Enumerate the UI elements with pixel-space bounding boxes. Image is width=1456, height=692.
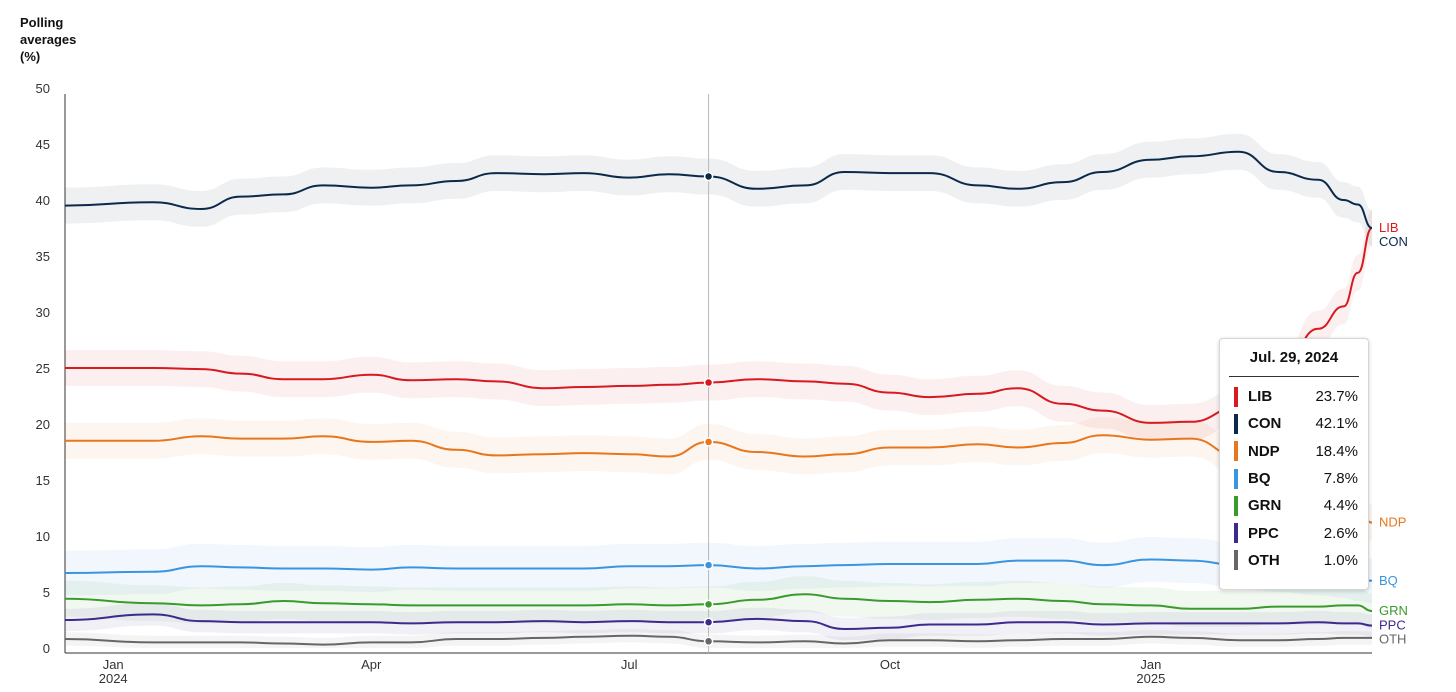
tooltip-swatch	[1234, 550, 1238, 571]
tooltip-row-lib: LIB 23.7%	[1220, 383, 1368, 410]
tooltip-swatch	[1234, 386, 1238, 407]
tooltip-swatch	[1234, 441, 1238, 462]
tooltip-row-oth: OTH 1.0%	[1220, 547, 1368, 574]
hover-points	[703, 171, 714, 647]
hover-dot-con	[703, 171, 714, 182]
tooltip-party: PPC	[1248, 524, 1279, 542]
y-tick-label: 50	[36, 81, 50, 96]
tooltip-value: 4.4%	[1323, 497, 1358, 515]
tooltip-value: 42.1%	[1315, 415, 1358, 433]
y-tick-label: 40	[36, 193, 50, 208]
hover-dot-lib	[703, 377, 714, 388]
y-tick-label: 5	[43, 585, 50, 600]
tooltip-row-bq: BQ 7.8%	[1220, 465, 1368, 492]
line-ppc	[64, 613, 1373, 630]
tooltip-date: Jul. 29, 2024	[1249, 349, 1339, 366]
hover-dot-oth	[703, 636, 714, 647]
band-lib	[65, 210, 1372, 441]
tooltip-row-ndp: NDP 18.4%	[1220, 438, 1368, 465]
hover-tooltip: Jul. 29, 2024 LIB 23.7% CON 42.1% NDP 18.4% BQ…	[1219, 338, 1369, 590]
line-oth	[64, 634, 1372, 646]
tooltip-swatch	[1234, 468, 1238, 489]
y-tick-label: 45	[36, 137, 50, 152]
tooltip-swatch	[1234, 495, 1238, 516]
hover-dot-grn	[703, 599, 714, 610]
confidence-bands	[65, 133, 1372, 648]
tooltip-row-ppc: PPC 2.6%	[1220, 519, 1368, 546]
tooltip-value: 2.6%	[1323, 524, 1358, 542]
end-label-lib: LIB	[1379, 220, 1399, 235]
tooltip-swatch	[1234, 413, 1238, 434]
tooltip-party: NDP	[1248, 442, 1280, 460]
band-ndp	[65, 417, 1372, 541]
tooltip-party: LIB	[1248, 388, 1273, 406]
x-tick-label: Jan	[103, 657, 124, 672]
tooltip-value: 18.4%	[1315, 442, 1358, 460]
end-label-con: CON	[1379, 234, 1408, 249]
y-axis-ticks: 0 5 10 15 20 25 30 35 40 45 50	[36, 81, 50, 656]
tooltip-divider	[1229, 376, 1359, 377]
end-label-ndp: NDP	[1379, 515, 1406, 530]
tooltip-value: 7.8%	[1323, 470, 1358, 488]
tooltip-swatch	[1234, 523, 1238, 544]
x-tick-label: Oct	[880, 657, 901, 672]
x-tick-label: Jan	[1140, 657, 1161, 672]
band-con	[65, 133, 1372, 246]
axes	[64, 94, 1372, 654]
y-tick-label: 10	[36, 529, 50, 544]
tooltip-value: 1.0%	[1323, 551, 1358, 569]
end-label-ppc: PPC	[1379, 618, 1406, 633]
x-tick-sublabel: 2025	[1136, 671, 1165, 686]
line-grn	[64, 593, 1373, 612]
line-con	[64, 150, 1373, 229]
tooltip-row-grn: GRN 4.4%	[1220, 492, 1368, 519]
tooltip-party: GRN	[1248, 497, 1282, 515]
y-tick-label: 0	[43, 641, 50, 656]
y-tick-label: 25	[36, 361, 50, 376]
x-tick-label: Apr	[361, 657, 382, 672]
y-tick-label: 30	[36, 305, 50, 320]
y-tick-label: 20	[36, 417, 50, 432]
tooltip-value: 23.7%	[1315, 388, 1358, 406]
band-bq	[65, 537, 1372, 604]
end-label-bq: BQ	[1379, 573, 1398, 588]
hover-dot-ppc	[703, 617, 714, 627]
band-grn	[65, 576, 1372, 629]
y-axis-title: Polling averages (%)	[20, 15, 77, 64]
tooltip-row-con: CON 42.1%	[1220, 410, 1368, 437]
tooltip-party: OTH	[1248, 551, 1280, 569]
hover-dot-bq	[703, 560, 714, 570]
end-label-grn: GRN	[1379, 603, 1408, 618]
hover-dot-ndp	[703, 437, 714, 447]
x-tick-sublabel: 2024	[99, 671, 128, 686]
tooltip-party: CON	[1248, 415, 1282, 433]
y-tick-label: 15	[36, 473, 50, 488]
y-tick-label: 35	[36, 249, 50, 264]
tooltip-party: BQ	[1248, 470, 1271, 488]
x-tick-label: Jul	[621, 657, 638, 672]
end-label-oth: OTH	[1379, 632, 1406, 647]
tooltip-rows: LIB 23.7% CON 42.1% NDP 18.4% BQ 7.8% GRN 4.4% PPC…	[1220, 383, 1368, 574]
